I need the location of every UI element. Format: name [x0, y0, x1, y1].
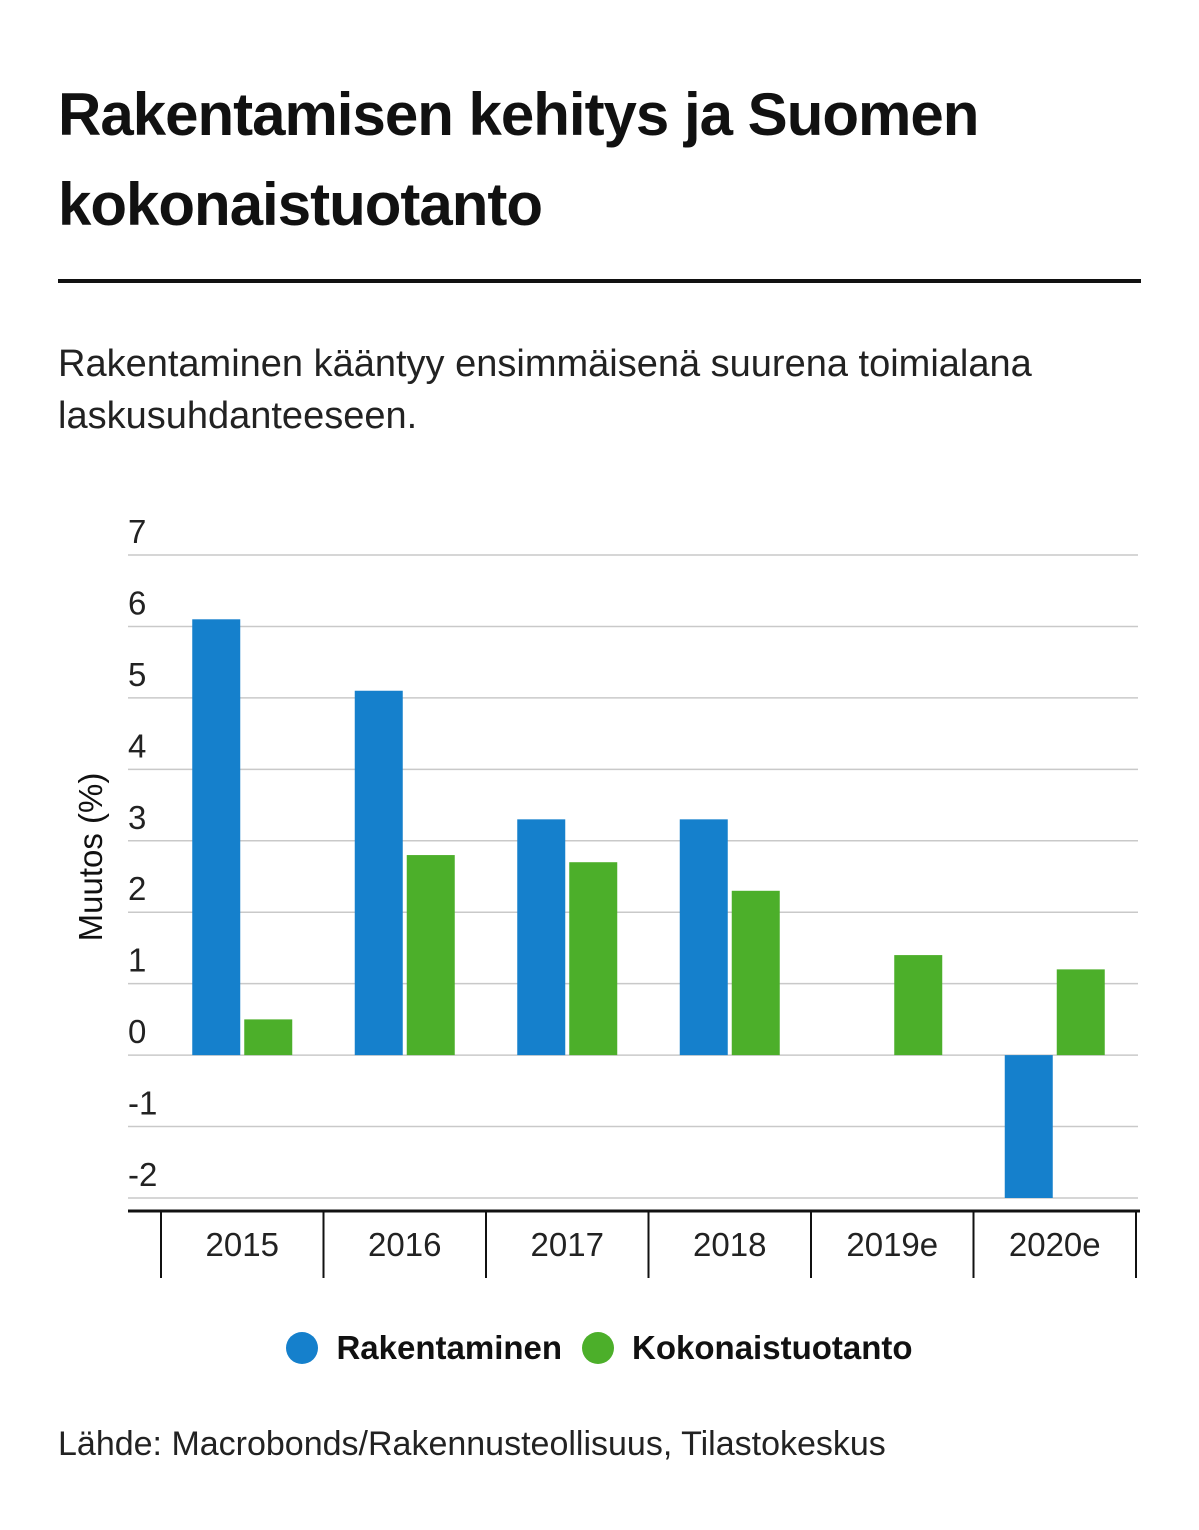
bar-rakentaminen-2016 [354, 690, 403, 1056]
source-note: Lähde: Macrobonds/Rakennusteollisuus, Ti… [58, 1425, 886, 1463]
bar-kokonaistuotanto-2016 [406, 855, 455, 1056]
bar-rakentaminen-2017 [517, 819, 566, 1056]
x-tick-label: 2018 [693, 1226, 766, 1263]
chart-subtitle: Rakentaminen kääntyy ensimmäisenä suuren… [58, 343, 1032, 437]
legend-item-rakentaminen: Rakentaminen [286, 1329, 562, 1367]
x-tick-label: 2019e [846, 1226, 938, 1263]
legend: Rakentaminen Kokonaistuotanto [0, 1323, 1199, 1373]
y-tick-label: 4 [128, 727, 146, 764]
legend-item-kokonaistuotanto: Kokonaistuotanto [582, 1329, 913, 1367]
y-axis-label: Muutos (%) [72, 773, 109, 942]
x-tick-label: 2016 [368, 1226, 441, 1263]
bar-rakentaminen-2020e [1004, 1055, 1053, 1198]
title-divider [58, 279, 1141, 283]
x-tick-label: 2020e [1009, 1226, 1101, 1263]
y-tick-label: 3 [128, 799, 146, 836]
y-tick-label: 6 [128, 584, 146, 621]
y-tick-label: -2 [128, 1156, 157, 1193]
bar-rakentaminen-2018 [679, 819, 728, 1056]
y-tick-labels: -2 -1 0 1 2 3 4 5 6 7 [128, 513, 157, 1193]
bars [192, 619, 1105, 1198]
legend-swatch-rakentaminen [286, 1332, 319, 1364]
legend-label-rakentaminen: Rakentaminen [336, 1329, 563, 1366]
y-tick-label: 2 [128, 870, 146, 907]
x-tick-label: 2015 [206, 1226, 279, 1263]
bar-kokonaistuotanto-2019e [894, 955, 943, 1056]
legend-swatch-kokonaistuotanto [582, 1332, 615, 1364]
bar-kokonaistuotanto-2015 [244, 1019, 293, 1056]
bar-kokonaistuotanto-2020e [1056, 969, 1105, 1056]
gridlines [128, 554, 1138, 1199]
bar-rakentaminen-2015 [192, 619, 241, 1056]
x-axis: 2015 2016 2017 2018 2019e 2020e [128, 1209, 1140, 1278]
x-tick-label: 2017 [531, 1226, 604, 1263]
y-tick-label: 7 [128, 513, 146, 550]
y-tick-label: 0 [128, 1013, 146, 1050]
y-tick-label: 1 [128, 942, 146, 979]
chart-title: Rakentamisen kehitys ja Suomen kokonaist… [58, 81, 979, 238]
legend-label-kokonaistuotanto: Kokonaistuotanto [632, 1329, 913, 1366]
bar-kokonaistuotanto-2017 [569, 862, 618, 1056]
y-tick-label: -1 [128, 1085, 157, 1122]
y-tick-label: 5 [128, 656, 146, 693]
bar-kokonaistuotanto-2018 [731, 890, 780, 1056]
